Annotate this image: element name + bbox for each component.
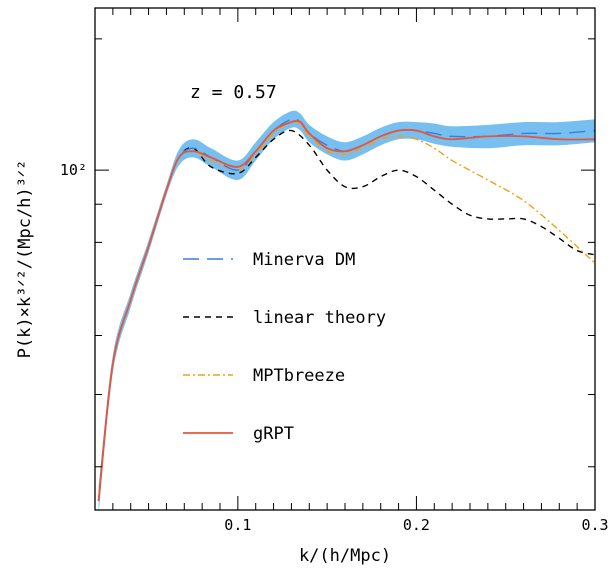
- series-layer: [97, 118, 595, 501]
- series-line-grpt: [97, 119, 595, 501]
- x-axis-title: k/(h/Mpc): [299, 546, 391, 566]
- legend-label: MPTbreeze: [253, 366, 345, 386]
- x-tick-label: 0.3: [581, 516, 608, 534]
- x-tick-label: 0.2: [403, 516, 430, 534]
- x-tick-label: 0.1: [224, 516, 251, 534]
- y-axis-title: P(k)×k³ᐟ²/(Mpc/h)³ᐟ²: [15, 160, 35, 359]
- series-line-mptbreeze: [97, 120, 595, 501]
- legend-label: gRPT: [253, 424, 294, 444]
- legend-label: Minerva DM: [253, 250, 355, 270]
- frame-layer: 0.1 0.2 0.3 10²: [60, 7, 609, 534]
- legend-label: linear theory: [253, 308, 386, 328]
- y-tick-label: 10²: [60, 161, 87, 179]
- redshift-annotation: z = 0.57: [190, 82, 277, 103]
- legend: Minerva DM linear theory MPTbreeze gRPT: [183, 250, 386, 444]
